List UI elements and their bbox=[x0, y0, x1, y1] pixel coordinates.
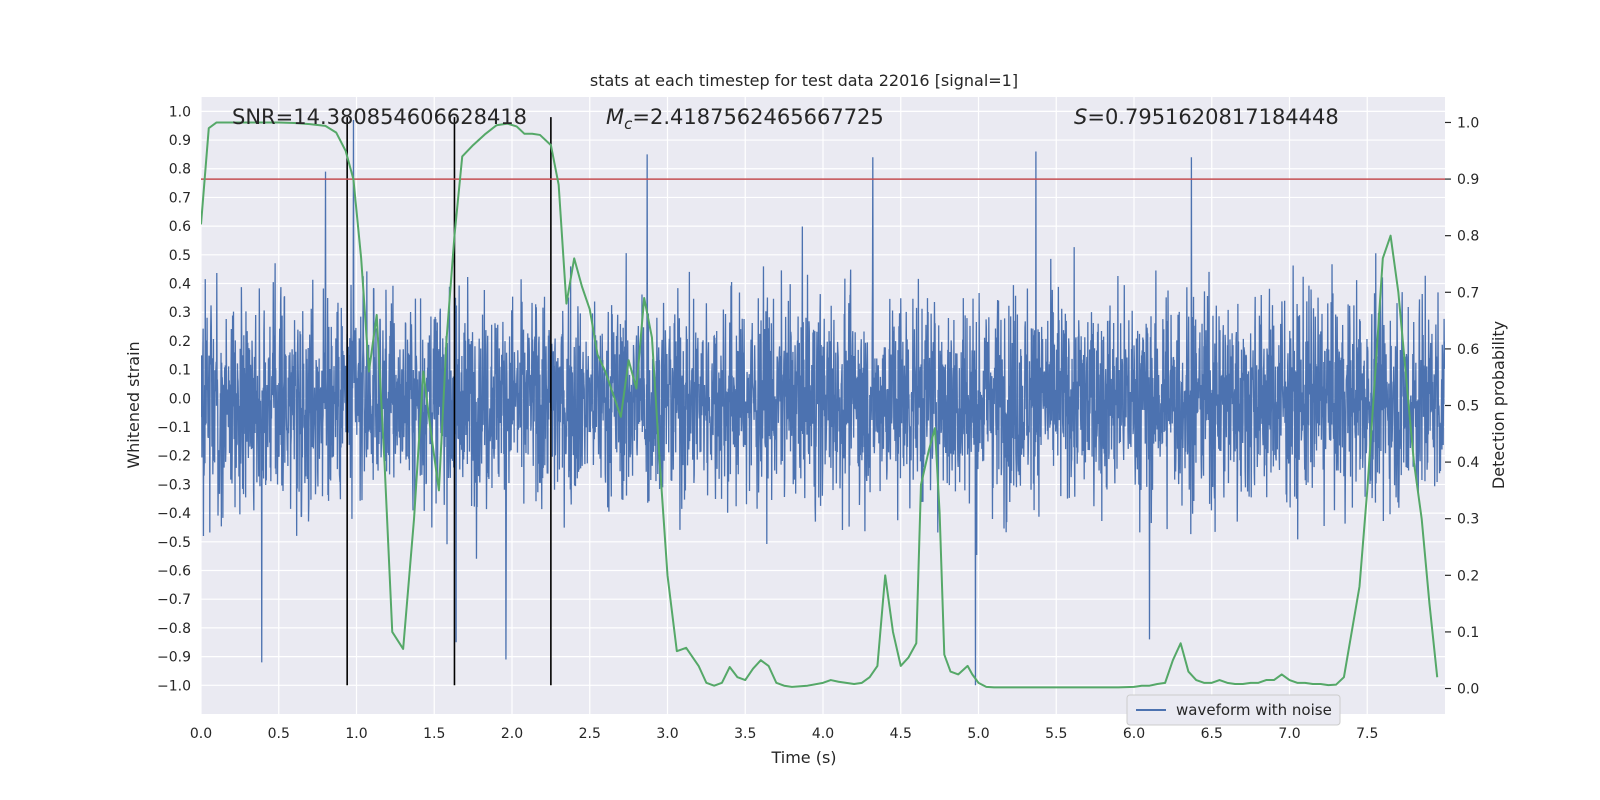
x-tick-label: 7.5 bbox=[1356, 726, 1378, 742]
s-symbol: S bbox=[1074, 105, 1087, 129]
y-left-tick-label: −0.9 bbox=[157, 650, 191, 666]
y-right-axis-ticks: 0.0 0.1 0.2 0.3 0.4 0.5 0.6 0.7 0.8 0.9 1.0 bbox=[1445, 115, 1479, 698]
chirp-mass-symbol: M bbox=[606, 105, 624, 129]
waveform-line bbox=[201, 119, 1445, 686]
y-left-tick-label: 1.0 bbox=[169, 104, 191, 120]
legend-label-waveform: waveform with noise bbox=[1176, 701, 1332, 719]
chart-title: stats at each timestep for test data 220… bbox=[590, 71, 1018, 90]
legend: waveform with noise bbox=[1126, 694, 1341, 726]
y-left-tick-label: −0.6 bbox=[157, 564, 191, 580]
x-tick-label: 0.5 bbox=[268, 726, 290, 742]
s-value: =0.7951620817184448 bbox=[1087, 105, 1338, 129]
y-left-tick-label: −0.1 bbox=[157, 420, 191, 436]
y-right-tick-label: 0.0 bbox=[1457, 682, 1479, 698]
y-right-tick-label: 0.5 bbox=[1457, 399, 1479, 415]
y-left-axis-label: Whitened strain bbox=[124, 341, 143, 468]
y-left-axis-ticks: −1.0 −0.9 −0.8 −0.7 −0.6 −0.5 −0.4 −0.3 −0.2 −0.1… bbox=[157, 104, 191, 694]
y-left-tick-label: −0.3 bbox=[157, 477, 191, 493]
snr-annotation: SNR=14.380854606628418 bbox=[232, 105, 527, 129]
y-right-tick-label: 0.1 bbox=[1457, 625, 1479, 641]
s-annotation: S=0.7951620817184448 bbox=[1074, 105, 1339, 129]
y-right-tick-label: 0.8 bbox=[1457, 229, 1479, 245]
legend-box bbox=[1126, 694, 1341, 726]
y-left-tick-label: 0.6 bbox=[169, 219, 191, 235]
chirp-mass-annotation: Mc=2.4187562465667725 bbox=[606, 105, 884, 133]
x-axis-label: Time (s) bbox=[770, 748, 836, 767]
y-right-tick-label: 0.6 bbox=[1457, 342, 1479, 358]
waveform-series bbox=[201, 119, 1445, 686]
y-left-tick-label: −0.7 bbox=[157, 592, 191, 608]
chirp-mass-value: =2.4187562465667725 bbox=[632, 105, 883, 129]
y-right-tick-label: 0.4 bbox=[1457, 455, 1479, 471]
y-left-tick-label: −0.2 bbox=[157, 449, 191, 465]
x-tick-label: 4.0 bbox=[812, 726, 834, 742]
x-tick-label: 6.5 bbox=[1201, 726, 1223, 742]
y-left-tick-label: −0.4 bbox=[157, 506, 191, 522]
x-tick-label: 5.0 bbox=[967, 726, 989, 742]
y-left-tick-label: 0.4 bbox=[169, 277, 191, 293]
y-left-tick-label: 0.1 bbox=[169, 363, 191, 379]
y-left-tick-label: 0.5 bbox=[169, 248, 191, 264]
y-left-tick-label: −0.5 bbox=[157, 535, 191, 551]
x-tick-label: 7.0 bbox=[1278, 726, 1300, 742]
x-tick-label: 0.0 bbox=[190, 726, 212, 742]
y-left-tick-label: 0.3 bbox=[169, 305, 191, 321]
y-right-tick-label: 0.9 bbox=[1457, 172, 1479, 188]
x-tick-label: 4.5 bbox=[890, 726, 912, 742]
y-right-tick-label: 1.0 bbox=[1457, 115, 1479, 131]
y-left-tick-label: −0.8 bbox=[157, 621, 191, 637]
x-tick-label: 1.0 bbox=[345, 726, 367, 742]
x-tick-label: 3.0 bbox=[656, 726, 678, 742]
y-right-axis-label: Detection probability bbox=[1489, 321, 1508, 489]
x-tick-label: 5.5 bbox=[1045, 726, 1067, 742]
probability-line bbox=[201, 121, 1439, 689]
x-tick-label: 2.5 bbox=[579, 726, 601, 742]
y-left-tick-label: 0.7 bbox=[169, 190, 191, 206]
x-tick-label: 6.0 bbox=[1123, 726, 1145, 742]
y-right-tick-label: 0.3 bbox=[1457, 512, 1479, 528]
x-tick-label: 3.5 bbox=[734, 726, 756, 742]
x-tick-label: 2.0 bbox=[501, 726, 523, 742]
y-left-tick-label: 0.2 bbox=[169, 334, 191, 350]
y-left-tick-label: 0.8 bbox=[169, 162, 191, 178]
vertical-markers bbox=[346, 117, 552, 686]
y-right-tick-label: 0.2 bbox=[1457, 568, 1479, 584]
y-left-tick-label: 0.9 bbox=[169, 133, 191, 149]
x-tick-label: 1.5 bbox=[423, 726, 445, 742]
chirp-mass-subscript: c bbox=[624, 115, 633, 133]
y-right-tick-label: 0.7 bbox=[1457, 285, 1479, 301]
y-left-tick-label: 0.0 bbox=[169, 391, 191, 407]
y-left-tick-label: −1.0 bbox=[157, 678, 191, 694]
x-axis-ticks: 0.0 0.5 1.0 1.5 2.0 2.5 3.0 3.5 4.0 4.5 5.0 5.5 6.0 6… bbox=[190, 726, 1379, 742]
probability-series bbox=[201, 121, 1439, 689]
